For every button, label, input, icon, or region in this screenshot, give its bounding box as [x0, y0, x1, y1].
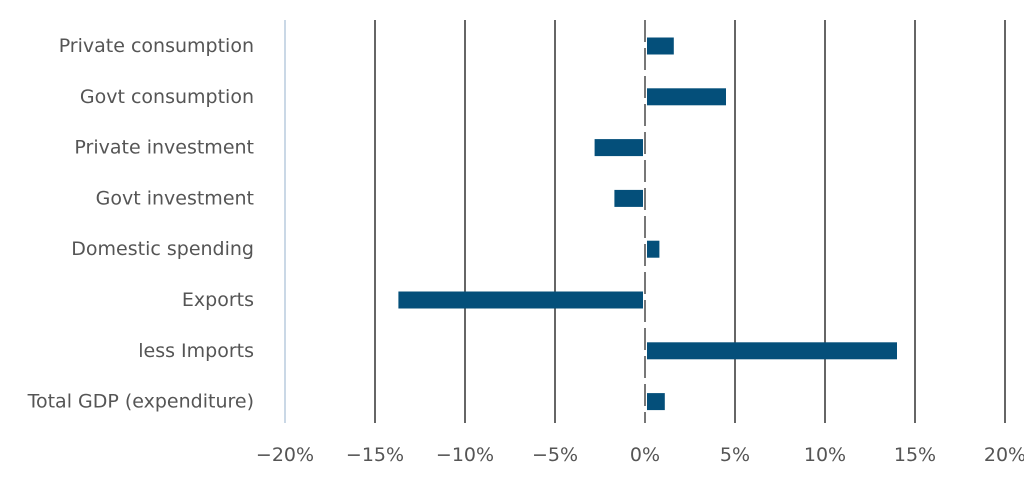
category-label: Govt investment — [96, 187, 254, 209]
x-tick-label: 20% — [984, 444, 1024, 466]
x-tick-label: 15% — [894, 444, 936, 466]
bar-6 — [647, 342, 897, 360]
x-tick-label: 10% — [804, 444, 846, 466]
x-tick-label: −10% — [436, 444, 494, 466]
x-tick-labels: −20% −15% −10% −5% 0% 5% 10% 15% 20% — [256, 444, 1024, 466]
bar-0 — [647, 37, 674, 55]
category-label: Govt consumption — [80, 86, 254, 108]
x-tick-label: −15% — [346, 444, 404, 466]
bar-5 — [398, 291, 643, 309]
bar-2 — [594, 139, 643, 157]
x-tick-label: 5% — [720, 444, 750, 466]
x-tick-label: 0% — [630, 444, 660, 466]
bar-1 — [647, 88, 726, 106]
category-label: Exports — [182, 289, 254, 311]
bars — [398, 37, 897, 411]
category-label: Private investment — [74, 137, 254, 159]
category-label: less Imports — [138, 340, 254, 362]
x-tick-label: −20% — [256, 444, 314, 466]
bar-7 — [647, 393, 665, 411]
bar-4 — [647, 240, 660, 258]
category-labels: Private consumption Govt consumption Priva… — [27, 35, 254, 413]
category-label: Total GDP (expenditure) — [27, 391, 254, 413]
x-tick-label: −5% — [532, 444, 578, 466]
gridlines — [284, 20, 1006, 423]
category-label: Domestic spending — [71, 238, 254, 260]
bar-3 — [614, 189, 643, 207]
category-label: Private consumption — [59, 35, 254, 57]
